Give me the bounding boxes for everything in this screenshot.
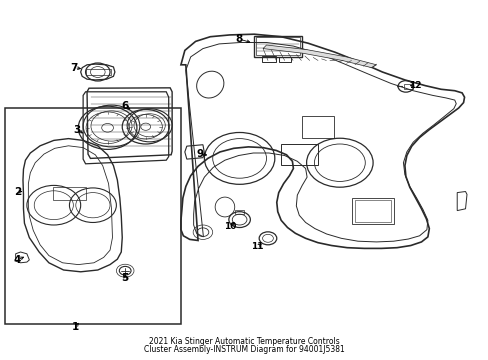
Text: 1: 1 xyxy=(72,321,79,332)
Bar xyxy=(85,69,111,75)
Bar xyxy=(256,37,300,55)
Bar xyxy=(278,57,290,62)
Text: 12: 12 xyxy=(408,81,421,90)
Bar xyxy=(354,200,390,222)
Bar xyxy=(53,187,86,200)
Bar xyxy=(5,108,181,324)
Text: Cluster Assembly-INSTRUM Diagram for 94001J5381: Cluster Assembly-INSTRUM Diagram for 940… xyxy=(144,346,344,354)
Text: 10: 10 xyxy=(223,222,236,231)
Text: 4: 4 xyxy=(14,255,21,265)
Text: 11: 11 xyxy=(250,243,263,251)
Text: 5: 5 xyxy=(122,273,128,283)
Text: 2021 Kia Stinger Automatic Temperature Controls: 2021 Kia Stinger Automatic Temperature C… xyxy=(149,338,339,346)
Text: 7: 7 xyxy=(70,63,78,73)
Polygon shape xyxy=(263,45,376,68)
Bar xyxy=(403,84,412,89)
Text: 3: 3 xyxy=(74,125,81,135)
Bar xyxy=(261,56,276,62)
Bar xyxy=(234,210,244,214)
Text: 2: 2 xyxy=(14,186,21,197)
Bar xyxy=(281,144,317,165)
Text: 8: 8 xyxy=(235,34,242,44)
Bar xyxy=(302,116,333,138)
Bar xyxy=(254,36,302,57)
Text: 9: 9 xyxy=(197,149,203,159)
Text: 6: 6 xyxy=(122,101,128,111)
Bar xyxy=(351,198,393,224)
